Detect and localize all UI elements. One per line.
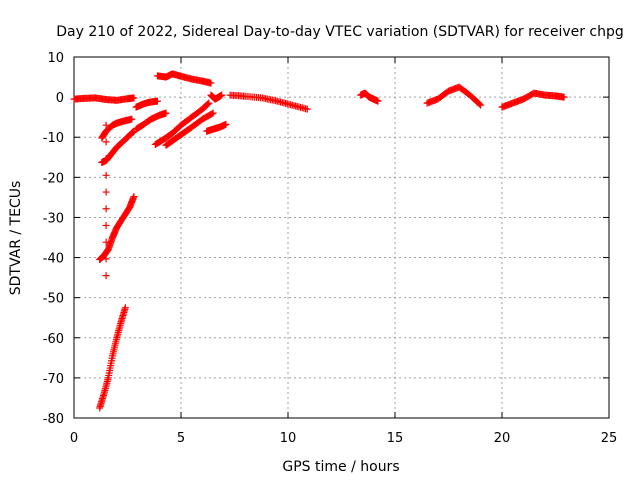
series-arc-a (70, 94, 138, 104)
x-tick-label: 15 (387, 431, 404, 446)
y-tick-labels: 10 0 -10 -20 -30 -40 -50 -60 -70 -80 (43, 51, 64, 427)
data-point (102, 155, 110, 163)
chart-title: Day 210 of 2022, Sidereal Day-to-day VTE… (56, 24, 624, 40)
data-point (162, 109, 170, 117)
data-point (102, 171, 110, 179)
data-point (102, 255, 110, 263)
x-tick-label: 0 (70, 431, 78, 446)
data-point (208, 110, 216, 118)
y-tick-label: -40 (43, 252, 64, 267)
series-outliers (102, 121, 110, 280)
y-tick-label: 0 (56, 91, 64, 106)
data-point (204, 100, 212, 108)
series-arc-d (96, 193, 138, 264)
data-point (102, 121, 110, 129)
data-point (121, 304, 129, 312)
data-point (102, 138, 110, 146)
series-arc-h (151, 99, 213, 148)
series-arc-b (98, 115, 136, 142)
series-arc-n (357, 89, 382, 105)
grid (74, 57, 609, 418)
y-tick-label: -30 (43, 211, 64, 226)
y-tick-label: -60 (43, 332, 64, 347)
y-tick-label: -10 (43, 131, 64, 146)
data-point (477, 101, 485, 109)
series-arc-g (132, 109, 170, 133)
data-point (128, 115, 136, 123)
y-axis-label: SDTVAR / TECUs (8, 181, 24, 296)
series-arc-k (203, 120, 230, 135)
y-tick-label: -70 (43, 372, 64, 387)
data-points (70, 70, 568, 412)
data-point (222, 120, 230, 128)
plot-frame (73, 56, 610, 419)
series-arc-c (98, 127, 138, 166)
x-tick-label: 25 (601, 431, 618, 446)
y-tick-label: -50 (43, 292, 64, 307)
x-tick-label: 10 (280, 431, 297, 446)
x-tick-label: 20 (494, 431, 511, 446)
series-arc-i (162, 109, 217, 149)
series-arc-f (132, 97, 161, 111)
series-arc-e (96, 304, 129, 412)
data-point (102, 188, 110, 196)
data-point (207, 79, 215, 87)
series-arc-l (207, 91, 226, 103)
data-point (560, 93, 568, 101)
y-tick-label: -20 (43, 171, 64, 186)
axis-ticks (73, 56, 610, 419)
data-point (203, 100, 211, 108)
data-point (205, 99, 213, 107)
data-point (374, 97, 382, 105)
x-tick-labels: 0 5 10 15 20 25 (70, 431, 617, 446)
series-arc-j (153, 70, 215, 87)
data-point (209, 109, 217, 117)
data-point (130, 193, 138, 201)
data-point (153, 97, 161, 105)
series-arc-m (226, 91, 311, 113)
data-point (102, 205, 110, 213)
data-point (130, 94, 138, 102)
x-axis-label: GPS time / hours (282, 459, 399, 475)
data-point (218, 91, 226, 99)
x-tick-label: 5 (177, 431, 185, 446)
y-tick-label: -80 (43, 412, 64, 427)
data-point (102, 238, 110, 246)
data-point (102, 221, 110, 229)
data-point (303, 105, 311, 113)
data-point (475, 100, 483, 108)
y-tick-label: 10 (47, 51, 64, 66)
series-arc-o (423, 83, 485, 109)
series-arc-p (498, 89, 568, 111)
data-point (102, 272, 110, 280)
